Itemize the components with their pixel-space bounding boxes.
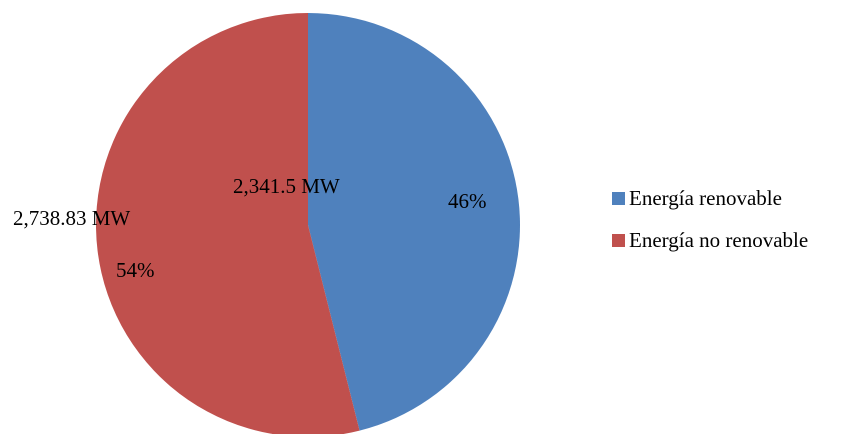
legend-item-non-renewable: Energía no renovable: [612, 226, 808, 254]
legend-swatch-renewable: [612, 191, 625, 205]
pie-slice-non-renewable: [96, 13, 360, 434]
legend-label-non-renewable: Energía no renovable: [629, 227, 809, 252]
legend: Energía renovable Energía no renovable: [612, 184, 808, 268]
slice-percent-label-non-renewable: 54%: [116, 258, 155, 282]
slice-percent-label-renewable: 46%: [448, 189, 487, 213]
slice-value-label-renewable: 2,341.5 MW: [233, 174, 340, 198]
legend-swatch-non-renewable: [612, 233, 625, 247]
pie-slices: [96, 13, 520, 434]
legend-label-renewable: Energía renovable: [629, 185, 782, 210]
pie-slice-renewable: [308, 13, 520, 431]
legend-item-renewable: Energía renovable: [612, 184, 808, 212]
slice-value-label-non-renewable: 2,738.83 MW: [13, 206, 130, 230]
